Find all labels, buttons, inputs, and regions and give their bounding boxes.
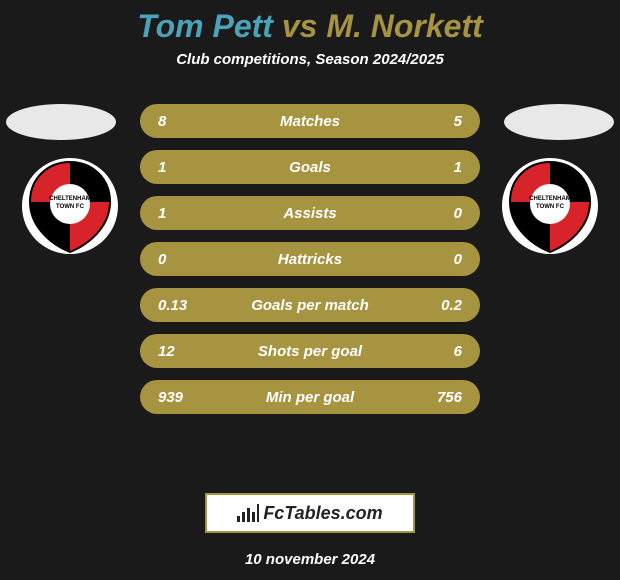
stat-label: Goals per match: [198, 297, 422, 314]
stat-value-left: 0.13: [158, 297, 198, 314]
svg-text:TOWN FC: TOWN FC: [536, 204, 565, 210]
stat-label: Min per goal: [198, 389, 422, 406]
stat-rows: 8Matches51Goals11Assists00Hattricks00.13…: [140, 104, 480, 426]
svg-text:TOWN FC: TOWN FC: [56, 204, 85, 210]
player2-club-badge: CHELTENHAM TOWN FC: [500, 156, 600, 256]
date-text: 10 november 2024: [245, 551, 375, 568]
stat-row: 939Min per goal756: [140, 380, 480, 414]
player1-club-badge: CHELTENHAM TOWN FC: [20, 156, 120, 256]
stat-value-left: 8: [158, 113, 198, 130]
player1-name: Tom Pett: [137, 8, 273, 44]
stat-value-right: 5: [422, 113, 462, 130]
svg-text:CHELTENHAM: CHELTENHAM: [49, 196, 91, 202]
stat-label: Shots per goal: [198, 343, 422, 360]
player2-ellipse: [504, 104, 614, 140]
stat-value-right: 0.2: [422, 297, 462, 314]
player2-name: M. Norkett: [326, 8, 482, 44]
stat-value-right: 0: [422, 251, 462, 268]
stat-label: Hattricks: [198, 251, 422, 268]
stat-value-left: 939: [158, 389, 198, 406]
comparison-title: Tom Pett vs M. Norkett: [137, 8, 483, 45]
svg-text:CHELTENHAM: CHELTENHAM: [529, 196, 571, 202]
vs-text: vs: [282, 8, 318, 44]
stat-value-right: 6: [422, 343, 462, 360]
fctables-logo[interactable]: FcTables.com: [205, 493, 415, 533]
stat-value-left: 12: [158, 343, 198, 360]
stat-value-left: 1: [158, 205, 198, 222]
stat-row: 1Goals1: [140, 150, 480, 184]
stat-label: Matches: [198, 113, 422, 130]
player1-ellipse: [6, 104, 116, 140]
stat-row: 12Shots per goal6: [140, 334, 480, 368]
bars-icon: [237, 504, 259, 522]
fctables-text: FcTables.com: [263, 503, 382, 524]
stat-label: Assists: [198, 205, 422, 222]
stat-value-left: 1: [158, 159, 198, 176]
stat-row: 0.13Goals per match0.2: [140, 288, 480, 322]
stat-value-left: 0: [158, 251, 198, 268]
stat-value-right: 756: [422, 389, 462, 406]
subtitle: Club competitions, Season 2024/2025: [176, 51, 444, 68]
stat-row: 0Hattricks0: [140, 242, 480, 276]
stat-row: 8Matches5: [140, 104, 480, 138]
stat-label: Goals: [198, 159, 422, 176]
stat-value-right: 0: [422, 205, 462, 222]
stat-value-right: 1: [422, 159, 462, 176]
stat-row: 1Assists0: [140, 196, 480, 230]
